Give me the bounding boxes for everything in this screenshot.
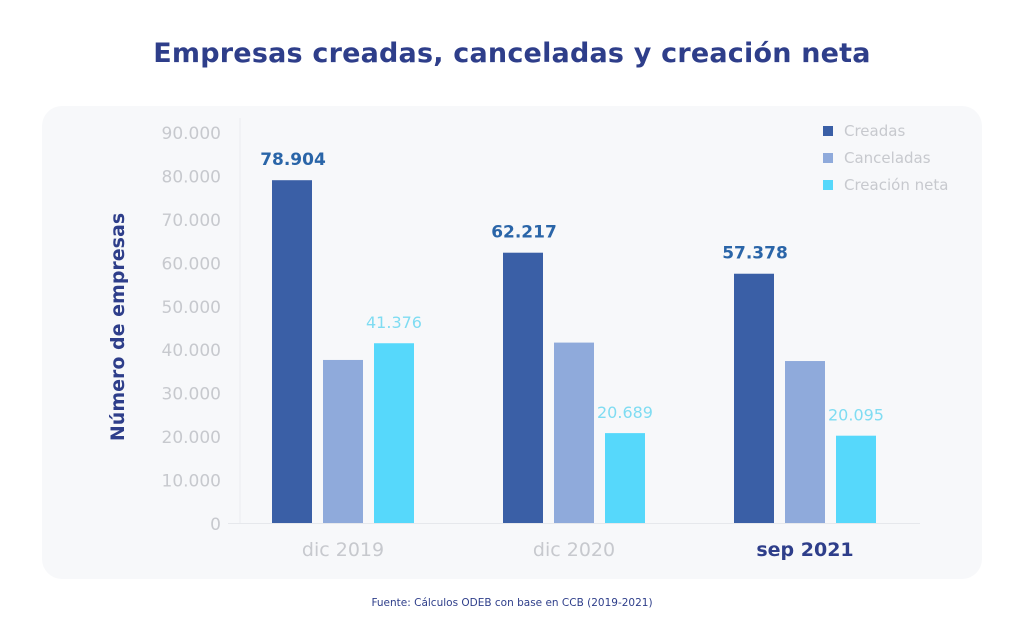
bar-creadas-0	[272, 180, 312, 524]
y-tick-label: 20.000	[162, 428, 221, 448]
y-tick-label: 70.000	[162, 211, 221, 231]
y-tick-label: 0	[210, 515, 221, 535]
bar-creadas-2	[734, 273, 774, 523]
chart-title: Empresas creadas, canceladas y creación …	[153, 38, 871, 69]
data-label-creadas-1: 62.217	[491, 223, 557, 243]
y-tick-label: 80.000	[162, 167, 221, 187]
y-tick-label: 50.000	[162, 298, 221, 318]
legend-swatch-creadas	[823, 126, 833, 136]
y-tick-label: 60.000	[162, 254, 221, 274]
bar-creadas-1	[503, 252, 543, 523]
legend-label-creadas: Creadas	[844, 122, 905, 140]
legend-swatch-canceladas	[823, 153, 833, 163]
data-label-creadas-0: 78.904	[260, 150, 326, 170]
bar-neta-2	[836, 435, 876, 523]
y-axis: 0 10.000 20.000 30.000 40.000 50.000 60.000 70.…	[162, 118, 241, 535]
legend-label-neta: Creación neta	[844, 176, 948, 194]
y-tick-label: 90.000	[162, 124, 221, 144]
bars-group: 78.904 41.376 62.217 20.689 57.378 20.095	[260, 150, 884, 524]
x-tick-label: dic 2020	[533, 539, 615, 561]
y-tick-label: 30.000	[162, 385, 221, 405]
data-label-neta-0: 41.376	[366, 313, 422, 332]
data-label-creadas-2: 57.378	[722, 244, 788, 264]
y-tick-label: 10.000	[162, 472, 221, 492]
x-tick-label: sep 2021	[756, 539, 853, 561]
data-label-neta-1: 20.689	[597, 403, 653, 422]
y-tick-label: 40.000	[162, 341, 221, 361]
x-tick-label: dic 2019	[302, 539, 384, 561]
data-label-neta-2: 20.095	[828, 406, 884, 425]
bar-canceladas-1	[554, 342, 594, 523]
legend-swatch-neta	[823, 180, 833, 190]
source-note: Fuente: Cálculos ODEB con base en CCB (2…	[371, 597, 653, 609]
bar-neta-1	[605, 433, 645, 523]
y-axis-label: Número de empresas	[107, 213, 129, 441]
legend-label-canceladas: Canceladas	[844, 149, 931, 167]
bar-canceladas-0	[323, 359, 363, 523]
bar-neta-0	[374, 343, 414, 523]
bar-canceladas-2	[785, 361, 825, 523]
x-axis: dic 2019 dic 2020 sep 2021	[228, 523, 920, 561]
legend: Creadas Canceladas Creación neta	[823, 122, 948, 194]
